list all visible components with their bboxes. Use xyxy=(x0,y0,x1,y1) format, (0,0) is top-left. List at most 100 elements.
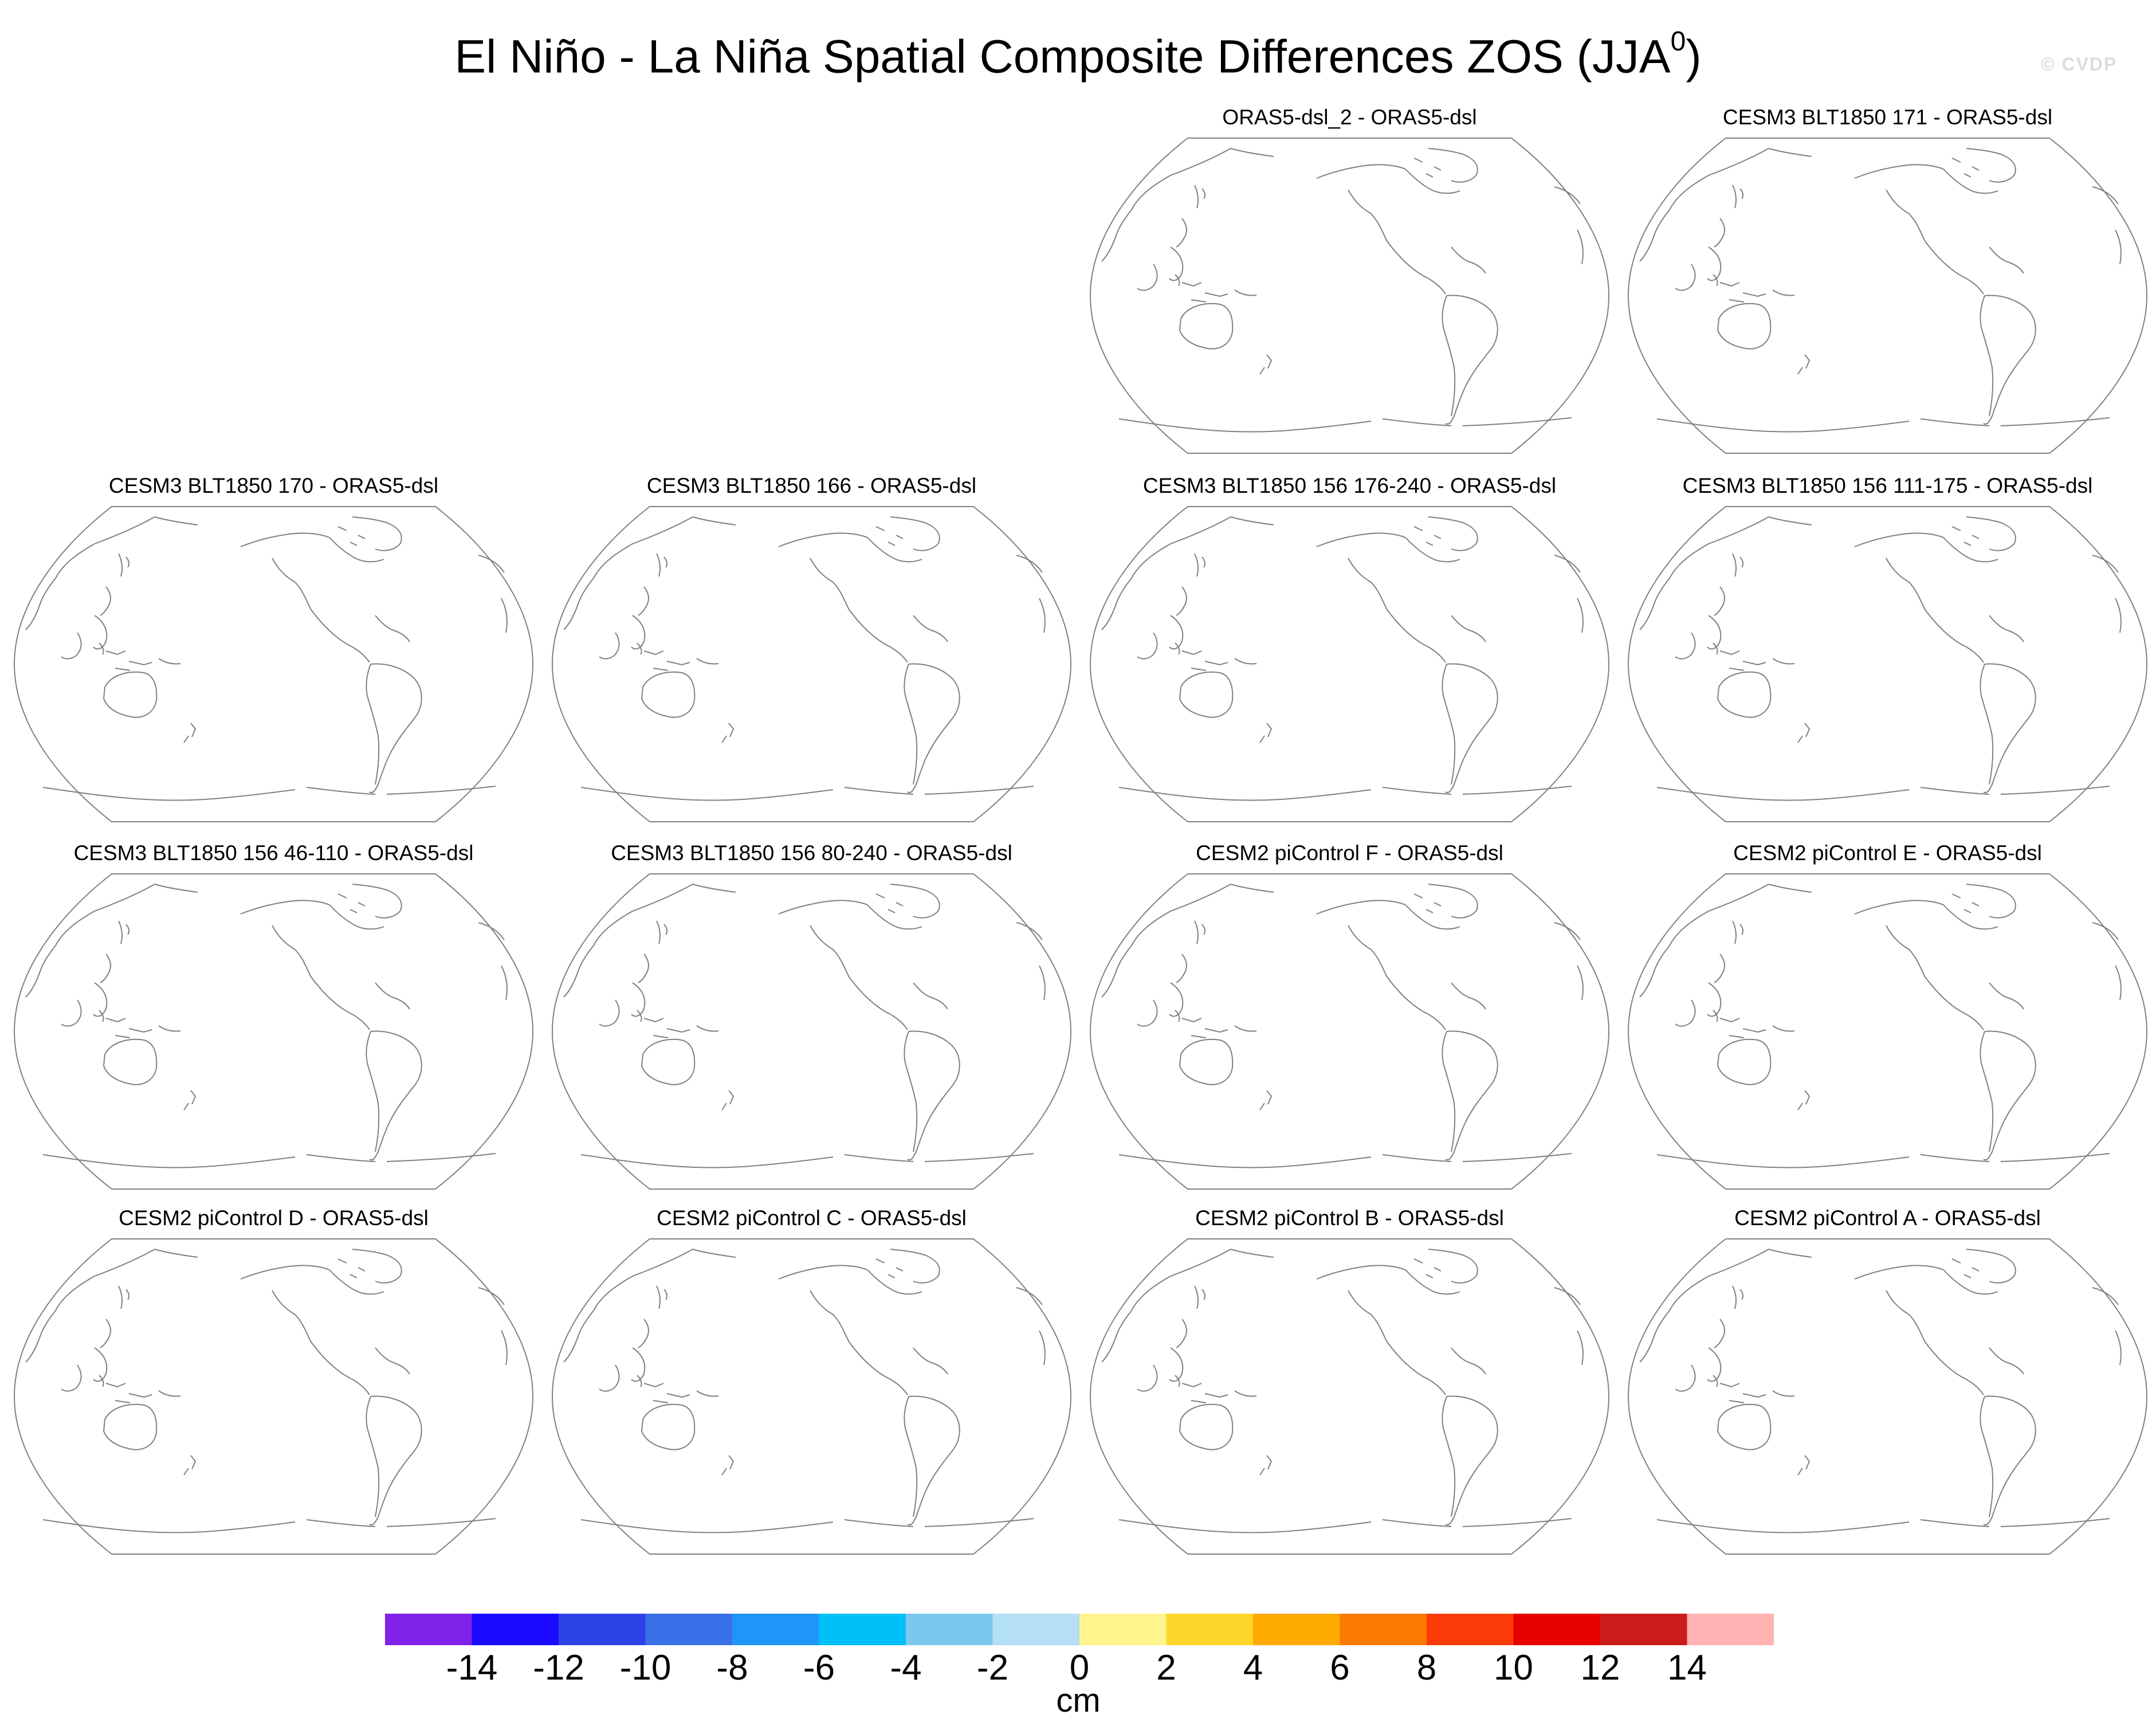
map-panel: CESM2 piControl C - ORAS5-dsl xyxy=(547,1206,1077,1561)
panel-title: CESM3 BLT1850 156 111-175 - ORAS5-dsl xyxy=(1682,474,2093,497)
map-outline xyxy=(13,1238,534,1555)
coastline xyxy=(1039,598,1046,633)
coastline xyxy=(1442,664,1456,785)
coastlines xyxy=(1639,516,2122,801)
coastline xyxy=(1428,1014,1446,1030)
coastline xyxy=(721,723,735,743)
coastline xyxy=(1176,1319,1187,1348)
coastline xyxy=(924,786,1034,795)
coastline xyxy=(386,786,496,795)
panel-title: CESM3 BLT1850 156 46-110 - ORAS5-dsl xyxy=(73,841,474,865)
world-map xyxy=(1089,138,1610,454)
coastline xyxy=(306,1154,376,1162)
panel-title: CESM3 BLT1850 170 - ORAS5-dsl xyxy=(108,474,439,497)
colorbar-tick-label: -6 xyxy=(803,1648,835,1688)
coastline xyxy=(329,1269,384,1295)
coastline xyxy=(1675,999,1696,1027)
world-map xyxy=(13,873,534,1190)
coastline xyxy=(1886,189,1967,279)
map-panel: CESM3 BLT1850 156 80-240 - ORAS5-dsl xyxy=(547,841,1077,1196)
coastline xyxy=(1639,884,1769,998)
coastline xyxy=(103,1403,158,1450)
coastline xyxy=(369,663,422,794)
colorbar-segment xyxy=(1079,1614,1167,1645)
colorbar xyxy=(385,1614,1774,1645)
coastline xyxy=(105,1018,152,1038)
coastline xyxy=(1230,148,1274,157)
coastline xyxy=(1707,246,1722,281)
coastline xyxy=(1179,1038,1234,1085)
coastline xyxy=(1675,632,1696,660)
coastline xyxy=(1175,274,1180,287)
coastline xyxy=(1717,303,1772,350)
coastlines xyxy=(25,516,508,801)
coastline xyxy=(1442,1031,1456,1152)
coastline xyxy=(890,884,940,919)
colorbar-segment xyxy=(1513,1614,1601,1645)
colorbar-segment xyxy=(992,1614,1080,1645)
coastline xyxy=(563,516,693,630)
panel-title: CESM2 piControl F - ORAS5-dsl xyxy=(1196,841,1503,865)
coastline xyxy=(1442,295,1456,417)
coastline xyxy=(1382,1154,1452,1162)
coastline xyxy=(1854,1265,1944,1280)
coastline xyxy=(154,884,198,893)
coastline xyxy=(337,526,366,546)
coastline xyxy=(1920,787,1990,795)
coastline xyxy=(240,532,330,547)
coastline xyxy=(1989,246,2024,274)
coastline xyxy=(1451,982,1486,1010)
coastline xyxy=(810,1290,891,1380)
coastline xyxy=(599,1364,620,1392)
coastlines xyxy=(1639,884,2122,1168)
map-panel: CESM2 piControl F - ORAS5-dsl xyxy=(1085,841,1615,1196)
coastline xyxy=(1118,418,1372,433)
coastline xyxy=(1016,555,1043,573)
coastline xyxy=(2092,922,2119,940)
coastline xyxy=(1943,537,1998,563)
coastline xyxy=(118,920,130,944)
coastline xyxy=(329,537,384,563)
colorbar-segment xyxy=(732,1614,819,1645)
coastline xyxy=(1428,516,1478,551)
coastline xyxy=(1707,982,1722,1017)
coastline xyxy=(1943,904,1998,930)
coastline xyxy=(844,1154,914,1162)
coastline xyxy=(1713,1010,1718,1022)
coastline xyxy=(2092,555,2119,573)
panel-title: CESM2 piControl E - ORAS5-dsl xyxy=(1733,841,2042,865)
coastline xyxy=(1886,1290,1967,1380)
coastline xyxy=(1101,516,1231,630)
coastline xyxy=(501,1330,508,1366)
coastline xyxy=(637,1375,642,1387)
world-map xyxy=(13,1238,534,1555)
coastline xyxy=(99,1010,104,1022)
coastline xyxy=(1348,558,1429,648)
coastline xyxy=(154,516,198,525)
coastline xyxy=(1413,1258,1442,1278)
coastline xyxy=(352,884,402,919)
coastline xyxy=(1797,1090,1811,1111)
coastline xyxy=(501,598,508,633)
colorbar-segment xyxy=(906,1614,993,1645)
world-map xyxy=(551,873,1072,1190)
coastline xyxy=(904,1396,918,1517)
coastline xyxy=(42,1519,296,1533)
coastline xyxy=(1316,900,1406,915)
coastline xyxy=(1732,553,1744,577)
coastline xyxy=(366,1396,380,1517)
coastline xyxy=(1428,1379,1446,1395)
coastline xyxy=(366,1031,380,1152)
coastline xyxy=(643,650,690,671)
coastline xyxy=(1016,922,1043,940)
coastline xyxy=(631,1347,646,1382)
map-outline xyxy=(1089,138,1610,454)
coastline xyxy=(1234,658,1257,665)
coastline xyxy=(1639,1249,1769,1363)
map-outline xyxy=(1089,506,1610,822)
coastline xyxy=(1656,1154,1910,1168)
map-outline xyxy=(1627,873,2148,1190)
coastline xyxy=(2115,229,2122,265)
map-panel: CESM3 BLT1850 171 - ORAS5-dsl xyxy=(1623,105,2153,460)
coastline xyxy=(907,663,960,794)
